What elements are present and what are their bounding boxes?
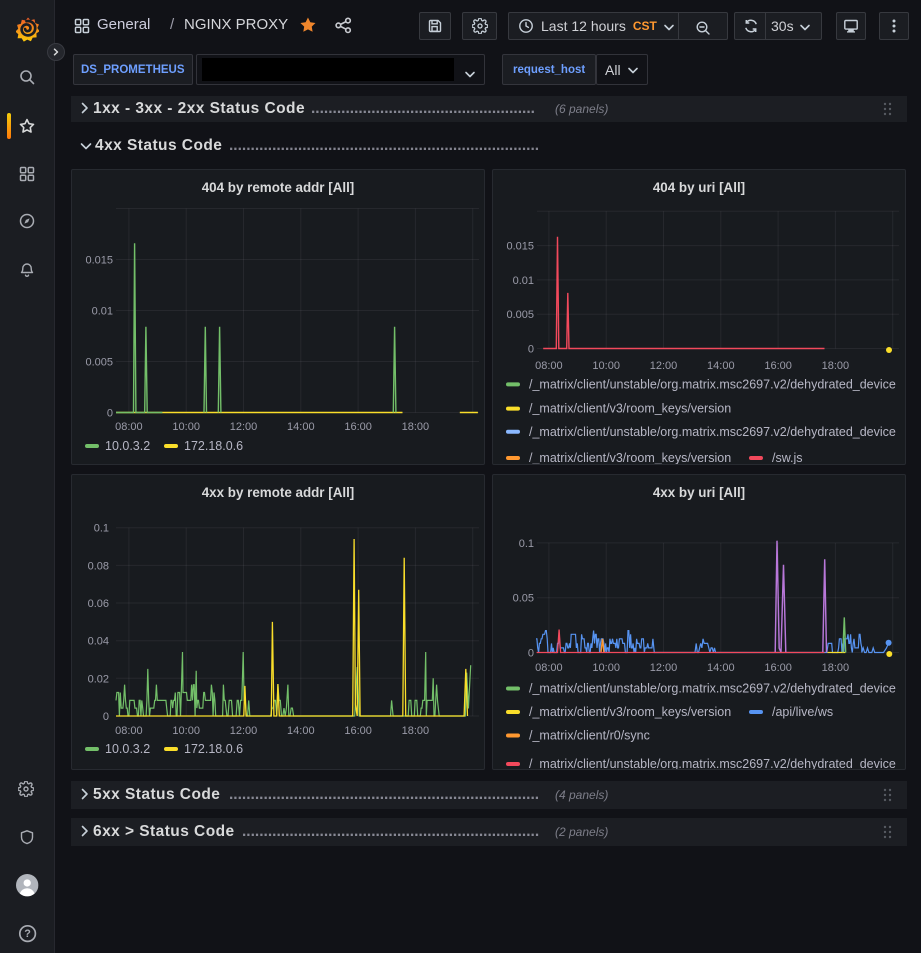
svg-text:16:00: 16:00 [764,662,792,674]
svg-text:0.08: 0.08 [88,560,109,572]
svg-text:12:00: 12:00 [650,662,678,674]
svg-text:0: 0 [528,344,534,356]
svg-text:172.18.0.6: 172.18.0.6 [184,742,243,756]
svg-text:0.015: 0.015 [85,255,113,267]
svg-text:/sw.js: /sw.js [772,451,803,464]
svg-text:08:00: 08:00 [535,360,563,372]
svg-text:10.0.3.2: 10.0.3.2 [105,439,150,453]
svg-text:14:00: 14:00 [287,421,315,433]
svg-text:12:00: 12:00 [230,725,258,737]
svg-text:08:00: 08:00 [115,725,143,737]
svg-text:10:00: 10:00 [592,360,620,372]
svg-text:0.1: 0.1 [519,538,534,550]
svg-text:/_matrix/client/r0/sync: /_matrix/client/r0/sync [529,729,650,743]
svg-text:/_matrix/client/v3/room_keys/v: /_matrix/client/v3/room_keys/version [529,451,731,464]
svg-text:0.1: 0.1 [94,523,109,535]
svg-text:18:00: 18:00 [402,421,430,433]
svg-text:16:00: 16:00 [344,725,372,737]
svg-text:18:00: 18:00 [402,725,430,737]
svg-text:0.005: 0.005 [506,309,534,321]
svg-text:0: 0 [528,648,534,660]
svg-text:/_matrix/client/unstable/org.m: /_matrix/client/unstable/org.matrix.msc2… [529,757,896,769]
svg-text:0.005: 0.005 [85,357,113,369]
svg-text:18:00: 18:00 [822,662,850,674]
svg-text:0: 0 [103,711,109,723]
svg-text:/_matrix/client/v3/room_keys/v: /_matrix/client/v3/room_keys/version [529,705,731,719]
svg-text:/_matrix/client/v3/room_keys/v: /_matrix/client/v3/room_keys/version [529,402,731,416]
svg-text:0.02: 0.02 [88,673,109,685]
svg-text:10:00: 10:00 [172,725,200,737]
svg-text:14:00: 14:00 [287,725,315,737]
svg-text:0.04: 0.04 [88,636,109,648]
svg-text:12:00: 12:00 [230,421,258,433]
svg-text:12:00: 12:00 [650,360,678,372]
svg-text:0.015: 0.015 [506,241,534,253]
svg-text:0.05: 0.05 [513,593,534,605]
svg-text:172.18.0.6: 172.18.0.6 [184,439,243,453]
svg-text:?: ? [24,928,31,940]
svg-text:18:00: 18:00 [822,360,850,372]
svg-text:10:00: 10:00 [172,421,200,433]
svg-text:/_matrix/client/unstable/org.m: /_matrix/client/unstable/org.matrix.msc2… [529,377,896,391]
svg-text:0: 0 [107,408,113,420]
svg-text:16:00: 16:00 [344,421,372,433]
svg-text:14:00: 14:00 [707,360,735,372]
svg-text:10.0.3.2: 10.0.3.2 [105,742,150,756]
svg-text:08:00: 08:00 [535,662,563,674]
svg-text:0.01: 0.01 [513,275,534,287]
svg-text:08:00: 08:00 [115,421,143,433]
svg-text:/_matrix/client/unstable/org.m: /_matrix/client/unstable/org.matrix.msc2… [529,682,896,696]
svg-text:14:00: 14:00 [707,662,735,674]
svg-text:0.01: 0.01 [92,306,113,318]
svg-text:/api/live/ws: /api/live/ws [772,705,833,719]
svg-text:0.06: 0.06 [88,598,109,610]
svg-text:16:00: 16:00 [764,360,792,372]
svg-text:/_matrix/client/unstable/org.m: /_matrix/client/unstable/org.matrix.msc2… [529,425,896,439]
svg-text:10:00: 10:00 [592,662,620,674]
